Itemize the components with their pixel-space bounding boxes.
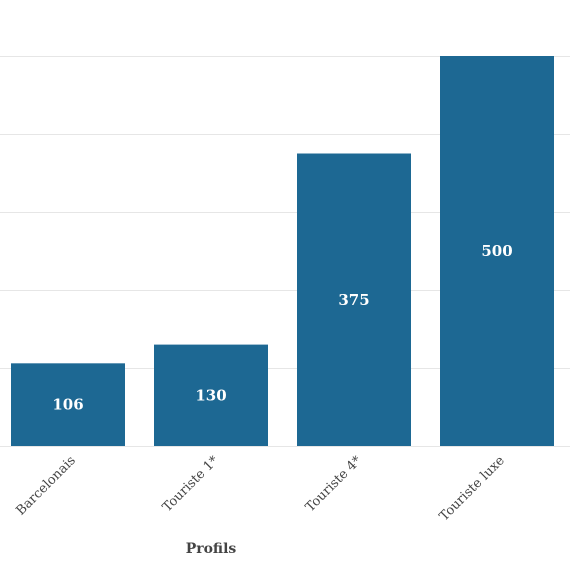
x-tick-label: Touriste 4*	[303, 453, 365, 515]
bar	[154, 344, 268, 446]
bar-value-label: 500	[481, 242, 512, 260]
x-tick-label: Touriste luxe	[437, 453, 508, 524]
bars: 106 130 375 500	[11, 56, 554, 446]
bar-value-label: 375	[338, 291, 369, 309]
bar	[440, 56, 554, 446]
x-tick-label: Barcelonais	[13, 453, 78, 518]
bar	[297, 153, 411, 446]
x-tick-label: Touriste 1*	[160, 453, 222, 515]
x-axis-title: Profils	[186, 541, 237, 557]
x-axis-ticks: Barcelonais Touriste 1* Touriste 4* Tourist…	[13, 453, 508, 524]
bar	[11, 363, 125, 446]
bar-value-label: 130	[195, 386, 226, 404]
bar-value-label: 106	[52, 396, 83, 414]
